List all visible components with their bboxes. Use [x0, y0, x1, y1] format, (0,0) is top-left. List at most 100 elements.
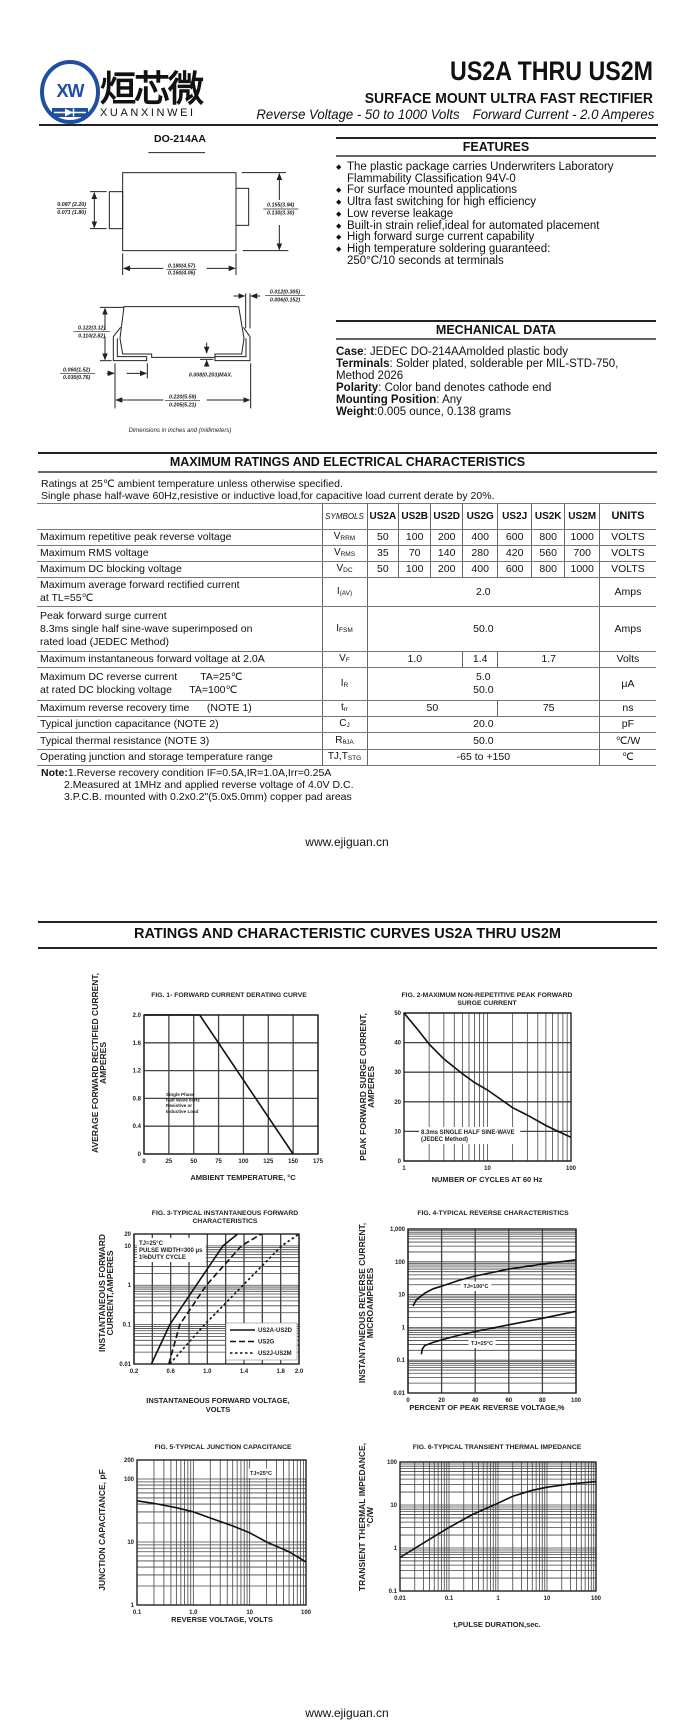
- table-row: Typical junction capacitance (NOTE 2) CJ 2…: [37, 716, 656, 733]
- y-tick-label: 0.1: [389, 1589, 398, 1595]
- y-axis-label: INSTANTANEOUS REVERSE CURRENT,: [357, 1223, 367, 1383]
- diamond-bullet-icon: ◆: [336, 164, 342, 171]
- y-tick-label: 10: [127, 1540, 134, 1546]
- parameter-description: Operating junction and storage temperatu…: [37, 749, 323, 766]
- table-row: Maximum RMS voltage VRMS 35 70 140 280 420 560 7…: [37, 545, 656, 562]
- dim-body-height-min: 0.130(3.30): [267, 211, 294, 217]
- column-header: UNITS: [599, 503, 656, 530]
- mechanical-separator: :: [363, 346, 370, 358]
- y-tick-label: 50: [394, 1011, 401, 1017]
- table-row: Maximum repetitive peak reverse voltage V…: [37, 529, 656, 546]
- chart-title: FIG. 1- FORWARD CURRENT DERATING CURVE: [151, 992, 307, 999]
- y-axis-label: JUNCTION CAPACITANCE, pF: [97, 1469, 107, 1591]
- x-tick-label: 100: [566, 1166, 577, 1172]
- table-row: Maximum DC blocking voltage VDC 50 100 200 40…: [37, 561, 656, 578]
- x-tick-label: 0.1: [445, 1596, 454, 1602]
- feature-item: ◆ For surface mounted applications: [336, 185, 656, 197]
- ratings-notes: Note:1.Reverse recovery condition IF=0.5…: [41, 767, 354, 803]
- plot-frame: [407, 1228, 577, 1394]
- dimensions-caption: Dimensions in inches and (millimeters): [129, 428, 232, 434]
- mechanical-item: Terminals: Solder plated, solderable per…: [336, 358, 636, 382]
- dim-lead-thickness-max: 0.012(0.305): [270, 290, 300, 296]
- curves-bottom-rule: [38, 947, 657, 949]
- x-tick-label: 25: [166, 1159, 173, 1165]
- website-link-bottom[interactable]: www.ejiguan.cn: [305, 1706, 389, 1720]
- mechanical-heading: MECHANICAL DATA: [435, 323, 557, 337]
- mechanical-label: Terminals: [336, 358, 390, 370]
- unit-cell: Amps: [599, 606, 656, 652]
- website-link-top[interactable]: www.ejiguan.cn: [305, 835, 389, 849]
- unit-cell: pF: [599, 716, 656, 733]
- ratings-condition-load: Single phase half-wave 60Hz,resistive or…: [41, 489, 495, 502]
- part-subtitle: SURFACE MOUNT ULTRA FAST RECTIFIER: [364, 90, 653, 107]
- value-cell: 280: [462, 545, 499, 562]
- x-tick-label: 1.4: [240, 1369, 249, 1375]
- y-axis-label: AMPERES: [366, 1066, 376, 1108]
- x-tick-label: 75: [215, 1159, 222, 1165]
- y-tick-label: 30: [394, 1070, 401, 1076]
- dim-total-width-max: 0.220(5.59): [169, 394, 196, 400]
- feature-text: Built-in strain relief,ideal for automat…: [347, 220, 600, 233]
- plot-frame: [403, 1012, 572, 1162]
- y-tick-label: 1: [394, 1546, 398, 1552]
- description-line: Maximum reverse recovery time (NOTE 1): [40, 702, 252, 714]
- description-line: Maximum DC blocking voltage: [40, 563, 182, 575]
- x-tick-label: 40: [472, 1398, 479, 1404]
- x-axis-label: AMBIENT TEMPERATURE, °C: [190, 1173, 296, 1182]
- feature-line: Ultra fast switching for high efficiency: [347, 196, 536, 209]
- mechanical-separator: :: [389, 358, 396, 370]
- y-tick-label: 1: [402, 1325, 406, 1331]
- ratings-heading: MAXIMUM RATINGS AND ELECTRICAL CHARACTER…: [169, 455, 526, 469]
- x-tick-label: 1.8: [276, 1369, 285, 1375]
- value-cell: 1000: [564, 561, 601, 578]
- y-tick-label: 20: [394, 1100, 401, 1106]
- x-tick-label: 10: [484, 1166, 491, 1172]
- series-line-1: [144, 1014, 294, 1155]
- series-line-1: [399, 1480, 597, 1559]
- dim-height-min: 0.110(2.82): [78, 333, 105, 339]
- symbol-main: V: [339, 653, 346, 664]
- x-tick-label: 100: [301, 1610, 312, 1616]
- mechanical-label: Polarity: [336, 382, 379, 394]
- dim-height-max: 0.122(3.12): [78, 326, 105, 332]
- symbol-main: V: [333, 531, 341, 542]
- package-outline-drawing: 0.087 (2.20) 0.071 (1.80) 0.155(3.94) 0.…: [56, 152, 305, 434]
- curves-top-rule: [38, 921, 657, 923]
- chart-annotation: TJ=25°C: [250, 1471, 272, 1477]
- mechanical-value: Color band denotes cathode end: [384, 382, 552, 394]
- y-tick-label: 1,000: [390, 1227, 406, 1233]
- chart-title: FIG. 4-TYPICAL REVERSE CHARACTERISTICS: [417, 1210, 569, 1217]
- logo-english-name: XUANXINWEI: [100, 107, 196, 119]
- feature-text: Low reverse leakage: [347, 208, 453, 221]
- chart-annotation: Half Wave 60Hz: [166, 1098, 200, 1103]
- ratings-top-rule: [38, 452, 657, 454]
- logo-mark: XW: [57, 81, 85, 101]
- y-axis-label: INSTANTANEOUS FORWARD: [97, 1234, 107, 1352]
- parameter-description: Maximum average forward rectified curren…: [37, 577, 323, 607]
- x-axis-label: PERCENT OF PEAK REVERSE VOLTAGE,%: [409, 1403, 564, 1412]
- y-tick-label: 100: [124, 1477, 135, 1483]
- x-tick-label: 80: [539, 1398, 546, 1404]
- y-tick-label: 0: [138, 1152, 142, 1158]
- mechanical-label: Mounting Position: [336, 394, 437, 406]
- series-line-us2g: [168, 1233, 262, 1365]
- description-line: Maximum instantaneous forward voltage at…: [40, 653, 265, 665]
- description-line: Maximum RMS voltage: [40, 547, 149, 559]
- symbol-cell: TJ,TSTG: [321, 749, 368, 766]
- symbol-subscript: RMS: [340, 551, 356, 558]
- y-axis-label: PEAK FORWARD SURGE CURRENT,: [358, 1013, 368, 1161]
- y-tick-label: 0.01: [119, 1362, 131, 1368]
- mechanical-item: Mounting Position: Any: [336, 394, 636, 406]
- x-tick-label: 100: [591, 1596, 602, 1602]
- table-header-row: SYMBOLS US2A US2B US2D US2G US2J US2K US2M UNITS: [37, 503, 656, 530]
- feature-line: 250°C/10 seconds at terminals: [347, 254, 504, 267]
- table-row: Operating junction and storage temperatu…: [37, 749, 656, 766]
- note-3: 3.P.C.B. mounted with 0.2x0.2"(5.0x5.0mm…: [64, 791, 352, 803]
- annotation-background: [468, 1338, 496, 1348]
- column-header: US2K: [531, 503, 566, 530]
- value-cell: 5.0 50.0: [366, 667, 601, 701]
- x-tick-label: 10: [544, 1596, 551, 1602]
- chart-title: CHARACTERISTICS: [193, 1218, 258, 1225]
- dim-body-width-max: 0.180(4.57): [168, 263, 195, 269]
